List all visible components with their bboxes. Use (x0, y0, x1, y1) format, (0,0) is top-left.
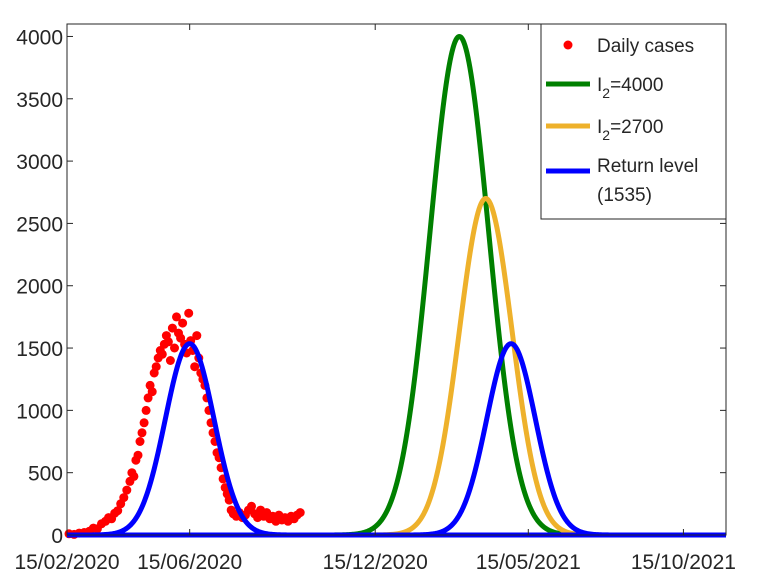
daily-case-point (141, 405, 151, 415)
x-tick-labels: 15/02/2020 15/06/2020 15/12/2020 15/05/2021… (14, 551, 736, 574)
legend-box (540, 23, 727, 220)
daily-case-point (157, 349, 167, 359)
x-tick-label: 15/05/2021 (476, 551, 581, 574)
y-tick-label: 0 (51, 525, 63, 548)
y-tick-labels: 0 500 1000 1500 2000 2500 3000 3500 4000 (16, 26, 63, 548)
daily-case-point (247, 501, 256, 511)
legend-label-rest: =2700 (610, 117, 663, 138)
daily-case-point (192, 331, 202, 341)
daily-case-point (129, 471, 139, 481)
daily-case-point (137, 428, 147, 438)
daily-case-point (178, 318, 188, 328)
daily-case-point (163, 337, 173, 347)
legend-label: I2=2700 (597, 117, 663, 143)
y-tick-label: 1000 (16, 400, 63, 423)
daily-case-point (113, 506, 123, 516)
daily-case-point (190, 362, 200, 372)
legend-marker-daily (563, 40, 573, 50)
x-tick-label: 15/06/2020 (137, 551, 242, 574)
legend-label-main: I (597, 117, 602, 138)
daily-case-point (133, 450, 143, 460)
daily-case-point (172, 312, 181, 322)
legend-label-subscript: 2 (602, 127, 610, 143)
x-tick-label: 15/10/2021 (631, 551, 736, 574)
daily-case-point (295, 508, 305, 518)
daily-case-point (135, 437, 145, 446)
daily-case-point (167, 323, 177, 333)
legend-label-rest: =4000 (610, 75, 663, 96)
legend-label-main: I (597, 75, 602, 96)
y-tick-label: 2500 (16, 213, 63, 236)
y-tick-label: 2000 (16, 276, 63, 299)
daily-case-point (122, 485, 132, 495)
legend-label-line: Return level (597, 156, 698, 177)
y-tick-label: 1500 (16, 338, 63, 361)
x-tick-label: 15/02/2020 (14, 551, 119, 574)
daily-case-point (151, 362, 161, 372)
daily-case-point (119, 493, 129, 503)
y-tick-label: 3500 (16, 89, 63, 112)
daily-case-point (184, 308, 194, 318)
legend-label: I2=4000 (597, 75, 663, 101)
legend-label-subscript: 2 (602, 85, 610, 101)
plot-frame (66, 23, 727, 536)
daily-case-point (170, 343, 179, 353)
x-tick-label: 15/12/2020 (323, 551, 428, 574)
legend-label: Daily cases (597, 36, 694, 57)
y-tick-label: 3000 (16, 151, 63, 174)
y-tick-label: 500 (28, 463, 63, 486)
legend-label-line: (1535) (597, 185, 652, 206)
daily-case-point (139, 418, 149, 428)
daily-case-point (147, 387, 157, 397)
y-tick-label: 4000 (16, 26, 63, 49)
daily-case-point (165, 356, 175, 365)
